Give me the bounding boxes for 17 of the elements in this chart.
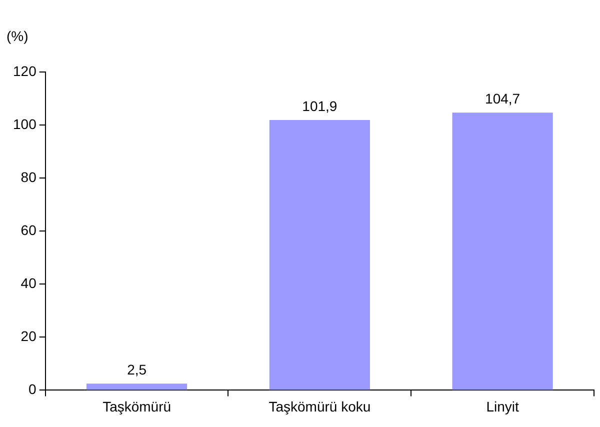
- y-tick-label: 20: [20, 328, 37, 344]
- bar: [86, 384, 188, 390]
- y-tick-label: 0: [28, 381, 37, 398]
- x-tick-label: Taşkömürü: [102, 398, 172, 414]
- y-tick-label: 120: [13, 62, 37, 79]
- x-tick-label: Taşkömürü koku: [268, 398, 371, 414]
- y-tick-label: 60: [20, 222, 37, 238]
- bar: [452, 112, 553, 390]
- data-label: 104,7: [485, 90, 520, 106]
- y-tick-label: 80: [20, 168, 37, 185]
- y-tick-label: 40: [20, 274, 37, 291]
- y-tick-label: 100: [13, 116, 37, 132]
- data-label: 101,9: [302, 98, 338, 114]
- y-axis-title: (%): [6, 28, 28, 44]
- bar: [269, 120, 370, 390]
- data-label: 2,5: [127, 361, 147, 378]
- x-tick-label: Linyit: [486, 398, 520, 414]
